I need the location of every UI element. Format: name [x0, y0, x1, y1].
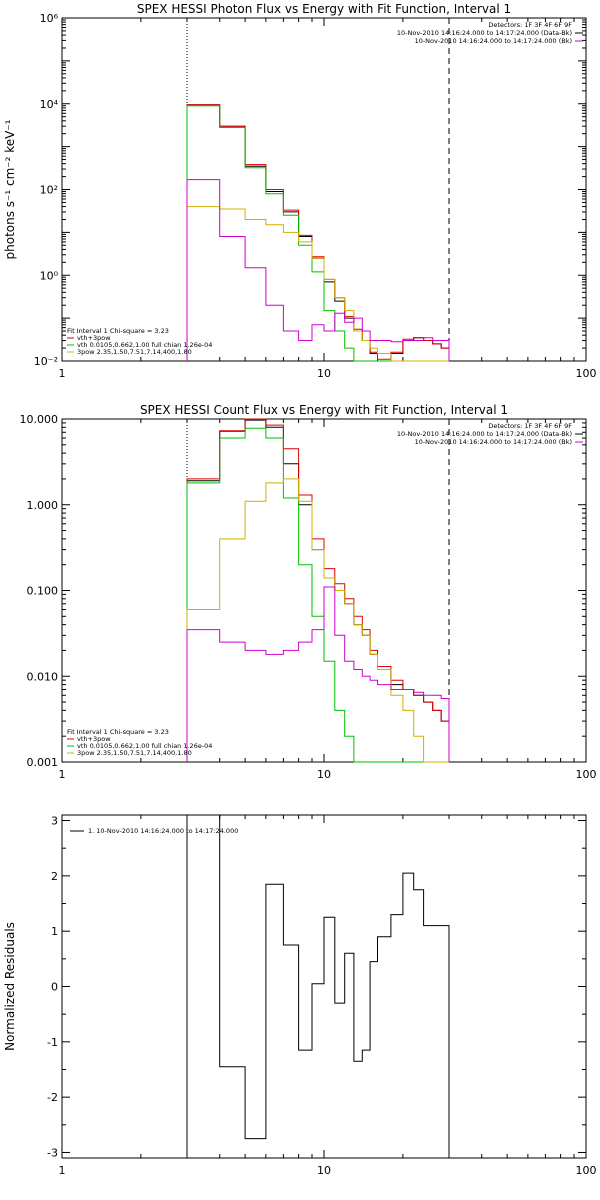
chart-title: SPEX HESSI Photon Flux vs Energy with Fi…: [137, 2, 511, 16]
series-4-line: [186, 179, 450, 361]
x-tick-label: 1: [59, 768, 66, 781]
legend-left-text: vth+3pow: [77, 334, 111, 342]
y-tick-label: 10⁶: [40, 12, 59, 25]
y-tick-label: 10⁴: [40, 98, 59, 111]
legend-right-text: 10-Nov-2010 14:16:24.000 to 14:17:24.000…: [415, 37, 572, 45]
y-tick-label: 10.000: [20, 413, 59, 426]
x-tick-label: 1: [59, 1164, 66, 1177]
legend-top-text: 1. 10-Nov-2010 14:16:24.000 to 14:17:24.…: [88, 827, 238, 835]
residuals-panel: 1 10 100 -3 -2 -1 0 1 2 3 Normalized Residuals 1. 1…: [3, 814, 597, 1177]
legend-right-text: 10-Nov-2010 14:16:24.000 to 14:17:24.000…: [397, 29, 572, 37]
y-tick-label: 10⁻²: [34, 355, 58, 368]
x-tick-label: 10: [317, 768, 331, 781]
y-tick-label: 1.000: [27, 499, 59, 512]
y-axis-label: Normalized Residuals: [3, 922, 17, 1051]
x-tick-label: 10: [317, 367, 331, 380]
legend-left-text: vth+3pow: [77, 735, 111, 743]
series-0-line: [186, 104, 450, 362]
series-1-line: [186, 104, 450, 361]
y-tick-label: 0.010: [27, 670, 59, 683]
series-2-line: [186, 105, 449, 362]
count-flux-panel: SPEX HESSI Count Flux vs Energy with Fit…: [20, 403, 597, 781]
plot-frame: [61, 814, 587, 1159]
series-2-line: [186, 427, 449, 763]
legend-right-text: Detectors: 1F 3F 4F 6F 9F: [488, 422, 572, 430]
y-tick-label: -1: [47, 1036, 58, 1049]
legend-right-text: Detectors: 1F 3F 4F 6F 9F: [488, 21, 572, 29]
y-tick-label: -3: [47, 1146, 58, 1159]
y-tick-label: 0.001: [27, 756, 59, 769]
y-tick-label: 3: [51, 815, 58, 828]
y-tick-label: 1: [51, 925, 58, 938]
legend-right-text: 10-Nov-2010 14:16:24.000 to 14:17:24.000…: [397, 430, 572, 438]
y-tick-label: 10⁰: [40, 269, 59, 282]
y-tick-label: 0.100: [27, 585, 59, 598]
y-tick-label: 2: [51, 870, 58, 883]
y-axis-label: photons s⁻¹ cm⁻² keV⁻¹: [3, 119, 17, 259]
y-tick-label: 10²: [40, 184, 58, 197]
series-4-line: [186, 586, 450, 762]
series-3-line: [186, 206, 449, 362]
legend-left-text: vth 0.0105,0.662,1.00 full chian 1.26e-0…: [77, 341, 212, 349]
x-tick-label: 100: [576, 1164, 597, 1177]
x-tick-label: 100: [576, 367, 597, 380]
x-tick-label: 10: [317, 1164, 331, 1177]
legend-right-text: 10-Nov-2010 14:16:24.000 to 14:17:24.000…: [415, 438, 572, 446]
series-0-line: [186, 814, 450, 1158]
y-tick-label: 0: [51, 981, 58, 994]
y-tick-label: -2: [47, 1091, 58, 1104]
x-tick-label: 100: [576, 768, 597, 781]
chart-title: SPEX HESSI Count Flux vs Energy with Fit…: [140, 403, 508, 417]
legend-left-text: 3pow 2.35,1.50,7.51,7.14,400,1.80: [77, 348, 192, 356]
photon-flux-panel: SPEX HESSI Photon Flux vs Energy with Fi…: [3, 2, 597, 380]
legend-left-text: Fit Interval 1 Chi-square = 3.23: [67, 327, 169, 335]
legend-left-text: vth 0.0105,0.662,1.00 full chian 1.26e-0…: [77, 742, 212, 750]
x-tick-label: 1: [59, 367, 66, 380]
legend-left-text: 3pow 2.35,1.50,7.51,7.14,400,1.80: [77, 749, 192, 757]
legend-left-text: Fit Interval 1 Chi-square = 3.23: [67, 728, 169, 736]
series-3-line: [186, 478, 449, 763]
